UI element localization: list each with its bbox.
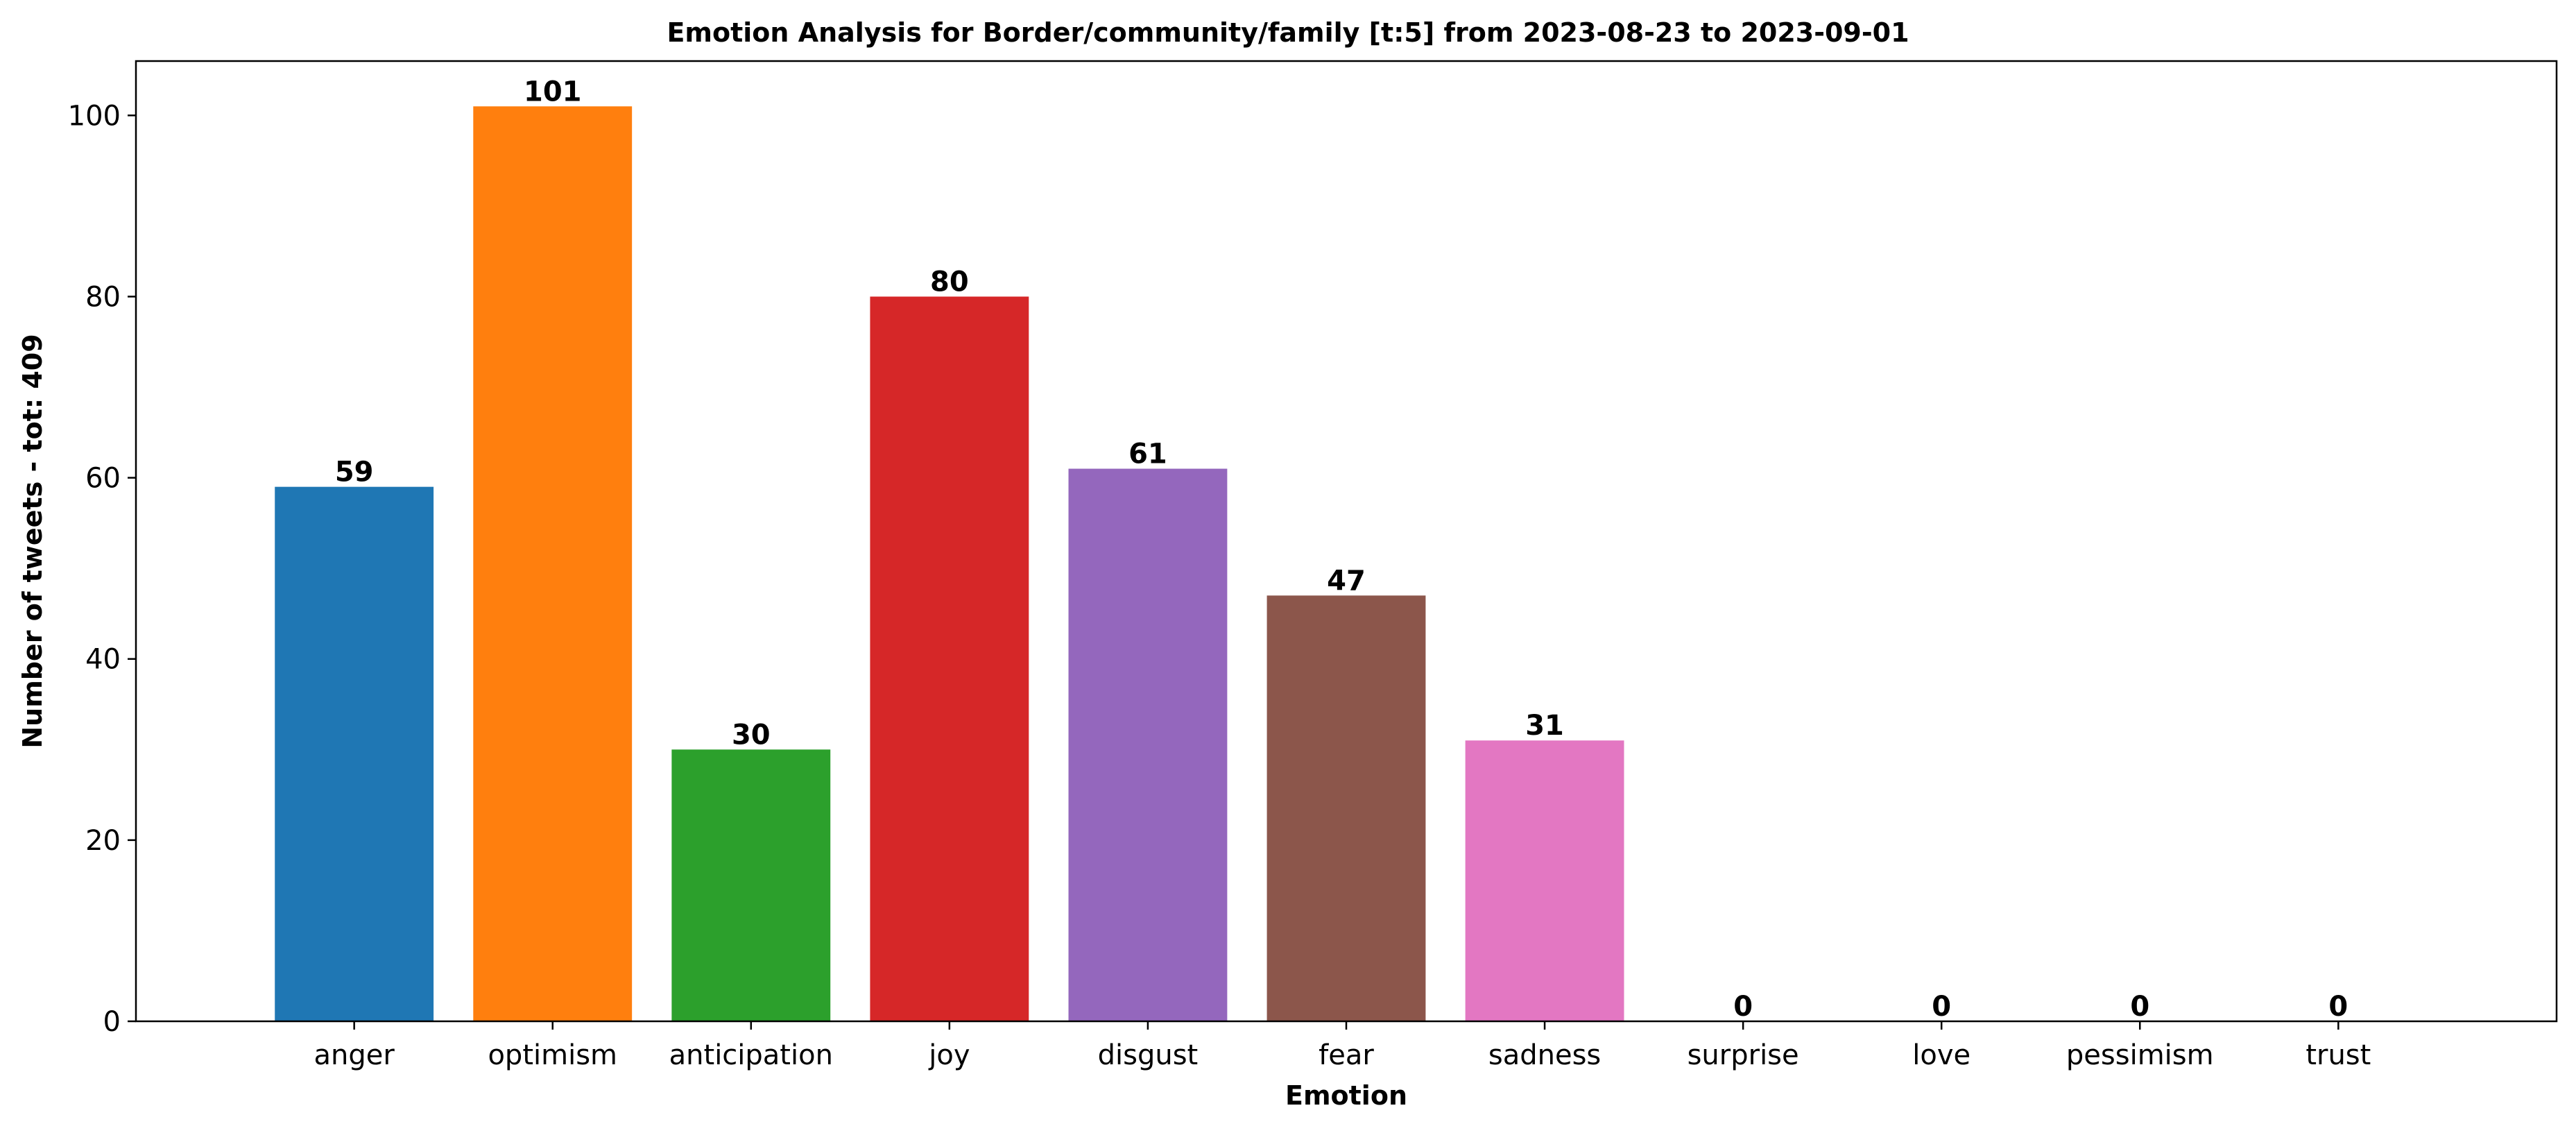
bars-layer bbox=[275, 106, 1624, 1022]
value-label-sadness: 31 bbox=[1525, 710, 1564, 742]
x-tick-label-surprise: surprise bbox=[1688, 1039, 1799, 1071]
x-tick-label-optimism: optimism bbox=[488, 1039, 617, 1071]
bar-joy bbox=[870, 296, 1029, 1022]
y-tick-label-40: 40 bbox=[85, 644, 121, 676]
value-label-disgust: 61 bbox=[1128, 438, 1167, 470]
y-tick-label-80: 80 bbox=[85, 281, 121, 313]
value-label-anticipation: 30 bbox=[732, 719, 771, 751]
x-axis: anger optimism anticipation joy disgust fear s… bbox=[314, 1021, 2371, 1071]
y-tick-label-60: 60 bbox=[85, 463, 121, 495]
x-tick-label-fear: fear bbox=[1319, 1039, 1374, 1071]
x-tick-label-disgust: disgust bbox=[1098, 1039, 1199, 1071]
bar-disgust bbox=[1068, 468, 1228, 1021]
x-tick-label-love: love bbox=[1912, 1039, 1970, 1071]
chart-title: Emotion Analysis for Border/community/fa… bbox=[667, 17, 1909, 48]
x-tick-label-joy: joy bbox=[928, 1039, 970, 1071]
x-tick-label-sadness: sadness bbox=[1488, 1039, 1601, 1071]
y-tick-label-20: 20 bbox=[85, 825, 121, 857]
value-label-fear: 47 bbox=[1327, 565, 1366, 597]
value-label-anger: 59 bbox=[335, 457, 374, 488]
y-tick-label-100: 100 bbox=[68, 100, 121, 132]
value-label-trust: 0 bbox=[2328, 991, 2348, 1023]
value-label-pessimism: 0 bbox=[2130, 991, 2149, 1023]
y-tick-label-0: 0 bbox=[103, 1006, 121, 1038]
y-axis: 0 20 40 60 80 100 bbox=[68, 100, 136, 1038]
y-axis-label: Number of tweets - tot: 409 bbox=[17, 334, 48, 748]
value-labels-layer: 59 101 30 80 61 47 31 0 0 0 0 bbox=[335, 76, 2348, 1023]
x-tick-label-anger: anger bbox=[314, 1039, 395, 1071]
x-tick-label-anticipation: anticipation bbox=[669, 1039, 833, 1071]
value-label-joy: 80 bbox=[930, 266, 969, 298]
bar-fear bbox=[1266, 595, 1426, 1021]
bar-anger bbox=[275, 486, 434, 1021]
x-tick-label-pessimism: pessimism bbox=[2066, 1039, 2214, 1071]
value-label-love: 0 bbox=[1932, 991, 1951, 1023]
value-label-surprise: 0 bbox=[1733, 991, 1753, 1023]
bar-sadness bbox=[1465, 740, 1624, 1021]
x-axis-label: Emotion bbox=[1285, 1080, 1407, 1111]
value-label-optimism: 101 bbox=[524, 76, 582, 108]
bar-optimism bbox=[473, 106, 633, 1022]
x-tick-label-trust: trust bbox=[2305, 1039, 2371, 1071]
bar-anticipation bbox=[671, 749, 831, 1021]
